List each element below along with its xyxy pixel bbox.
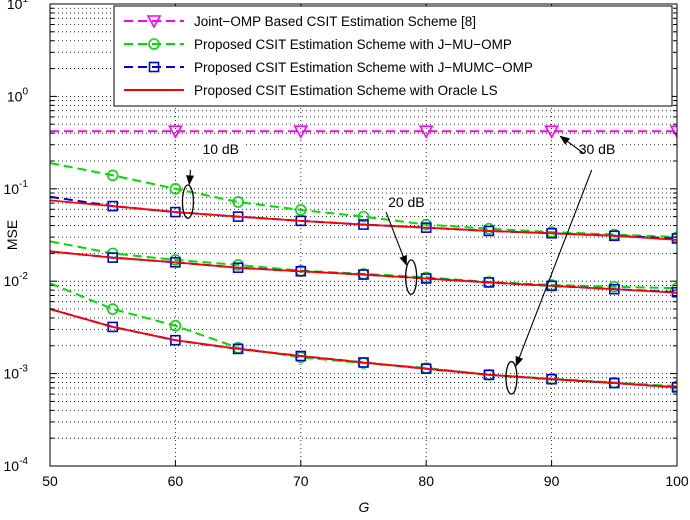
circle-marker — [148, 38, 160, 50]
legend-label-2: Proposed CSIT Estimation Scheme with J−M… — [194, 60, 533, 75]
circle-marker — [169, 319, 182, 332]
triangle-marker — [168, 125, 183, 139]
triangle-marker — [418, 125, 434, 139]
series-3-line-2 — [50, 308, 677, 389]
triangle-marker — [669, 125, 677, 139]
series-3-line-1 — [50, 250, 677, 294]
y-tick-label: 10-2 — [4, 271, 29, 289]
annotation-arrow — [515, 169, 593, 367]
y-axis-label: MSE — [4, 220, 20, 250]
annotation-label-bg — [385, 194, 430, 212]
x-tick-label: 100 — [665, 473, 689, 489]
tick-labels: 50 60 70 80 90 100 10-4 10-3 10-2 10-1 100 101 — [4, 0, 689, 489]
y-tick-label: 10-3 — [4, 364, 29, 382]
series-1-line-0 — [50, 162, 677, 239]
y-tick-label: 100 — [7, 86, 29, 104]
annotation-label: 20 dB — [388, 194, 425, 210]
x-tick-label: 90 — [544, 473, 560, 489]
square-marker — [671, 233, 677, 244]
annotation-label: 10 dB — [202, 141, 239, 157]
annotation-label: 30 dB — [579, 141, 616, 157]
annotation-label-bg — [575, 140, 620, 158]
circle-marker — [357, 210, 370, 223]
circle-marker — [232, 196, 244, 208]
x-axis-label: G — [359, 499, 370, 515]
annotations-layer: 10 dB 20 dB 30 dB — [181, 135, 620, 395]
x-tick-label: 70 — [293, 473, 309, 489]
legend-label-3: Proposed CSIT Estimation Scheme with Ora… — [194, 83, 498, 98]
annotation-ellipse — [505, 360, 518, 395]
legend-label-1: Proposed CSIT Estimation Scheme with J−M… — [194, 37, 512, 52]
series-layer — [50, 125, 677, 393]
y-tick-label: 10-1 — [4, 179, 29, 197]
triangle-marker — [544, 125, 559, 139]
legend-label-0: Joint−OMP Based CSIT Estimation Scheme [… — [194, 14, 476, 29]
series-3-line-0 — [50, 199, 677, 241]
circle-marker — [169, 183, 182, 195]
plot-frame — [49, 3, 678, 467]
legend-box — [113, 5, 673, 107]
y-tick-label: 10-4 — [4, 456, 29, 474]
x-tick-label: 80 — [418, 473, 434, 489]
ticks — [49, 3, 678, 467]
circle-marker — [106, 303, 119, 315]
x-tick-label: 60 — [168, 473, 184, 489]
series-0 — [50, 125, 677, 139]
triangle-marker — [293, 125, 309, 139]
circle-marker — [294, 204, 307, 216]
annotation-arrow — [559, 135, 585, 155]
annotation-arrow — [186, 169, 195, 186]
x-tick-label: 50 — [42, 473, 58, 489]
annotation-arrow — [385, 211, 407, 266]
annotation-label-bg — [199, 140, 244, 158]
annotation-ellipse — [405, 259, 418, 296]
square-marker — [148, 61, 160, 73]
triangle-marker — [146, 15, 162, 29]
legend: Joint−OMP Based CSIT Estimation Scheme [… — [113, 5, 673, 107]
square-marker — [107, 321, 118, 333]
series-3 — [50, 199, 677, 389]
y-tick-label: 101 — [7, 0, 29, 12]
circle-marker — [106, 169, 119, 182]
